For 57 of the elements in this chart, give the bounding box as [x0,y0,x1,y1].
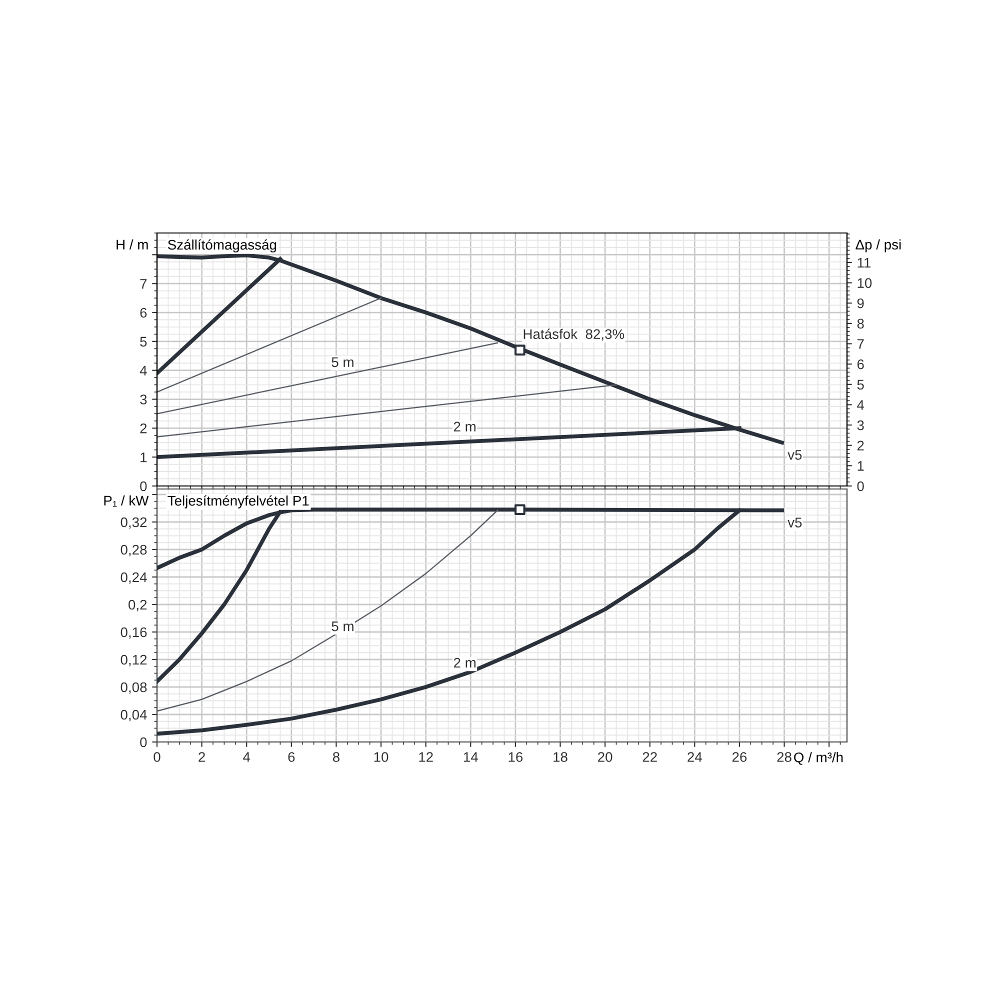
y-tick-label: 0,04 [120,710,147,722]
annotation: 2 m [454,658,476,668]
x-tick-label: 2 [198,752,205,762]
y-tick-label: 2 [140,424,147,434]
y2-tick-label: 3 [857,420,864,430]
y-tick-label: 4 [140,366,147,376]
x-tick-label: 8 [332,752,340,762]
y2-tick-label: 8 [857,318,864,329]
y2-tick-label: 7 [857,339,864,349]
y2-tick-label: 2 [857,440,864,450]
y-axis-title: H / m [116,239,148,250]
y2-tick-label: 11 [858,258,870,268]
y-tick-label: 0,12 [120,654,147,666]
y2-tick-label: 6 [857,359,864,370]
y-tick-label: 0,16 [120,627,147,639]
x-tick-label: 4 [243,752,250,762]
annotation: v5 [788,450,802,460]
x-tick-label: 28 [777,752,792,762]
x-tick-label: 18 [554,752,568,762]
annotation: Hatásfok 82,3% [524,328,624,341]
y-axis-title: P₁ / kW [104,495,149,507]
chart-title: Szállítómagasság [168,239,276,252]
x-axis-title: Q / m³/h [794,752,843,765]
y2-tick-label: 0 [857,481,864,492]
y-tick-label: 0 [140,737,147,748]
annotation: 5 m [332,357,354,368]
x-tick-label: 26 [732,752,747,762]
x-tick-label: 6 [288,752,295,762]
y-tick-label: 3 [140,394,147,404]
y-tick-label: 0,32 [120,517,147,529]
y-tick-label: 0,08 [120,682,147,694]
y-tick-label: 0 [140,481,147,492]
x-tick-label: 24 [688,752,702,762]
y-tick-label: 7 [140,279,147,289]
x-tick-label: 0 [154,752,160,762]
y2-tick-label: 1 [858,461,864,471]
y-tick-label: 6 [140,308,147,318]
x-tick-label: 20 [598,752,612,762]
x-tick-label: 16 [508,752,523,762]
y-tick-label: 0,28 [120,544,147,556]
x-tick-label: 14 [464,752,478,762]
y2-axis-title: Δp / psi [856,239,901,252]
annotation: v5 [788,518,802,528]
y2-tick-label: 5 [857,380,864,390]
x-tick-label: 12 [419,752,433,762]
y2-tick-label: 9 [857,298,864,308]
chart-title: Teljesítményfelvétel P1 [168,495,309,508]
y-tick-label: 1 [140,452,147,462]
y-tick-label: 5 [140,336,147,347]
y-tick-label: 0,2 [128,600,147,612]
y-tick-label: 0,24 [120,572,147,584]
y2-tick-label: 4 [857,400,864,410]
annotation: 5 m [332,622,354,632]
annotation: 2 m [454,422,476,432]
x-tick-label: 10 [374,752,388,762]
x-tick-label: 22 [642,752,657,762]
y2-tick-label: 10 [858,278,872,288]
